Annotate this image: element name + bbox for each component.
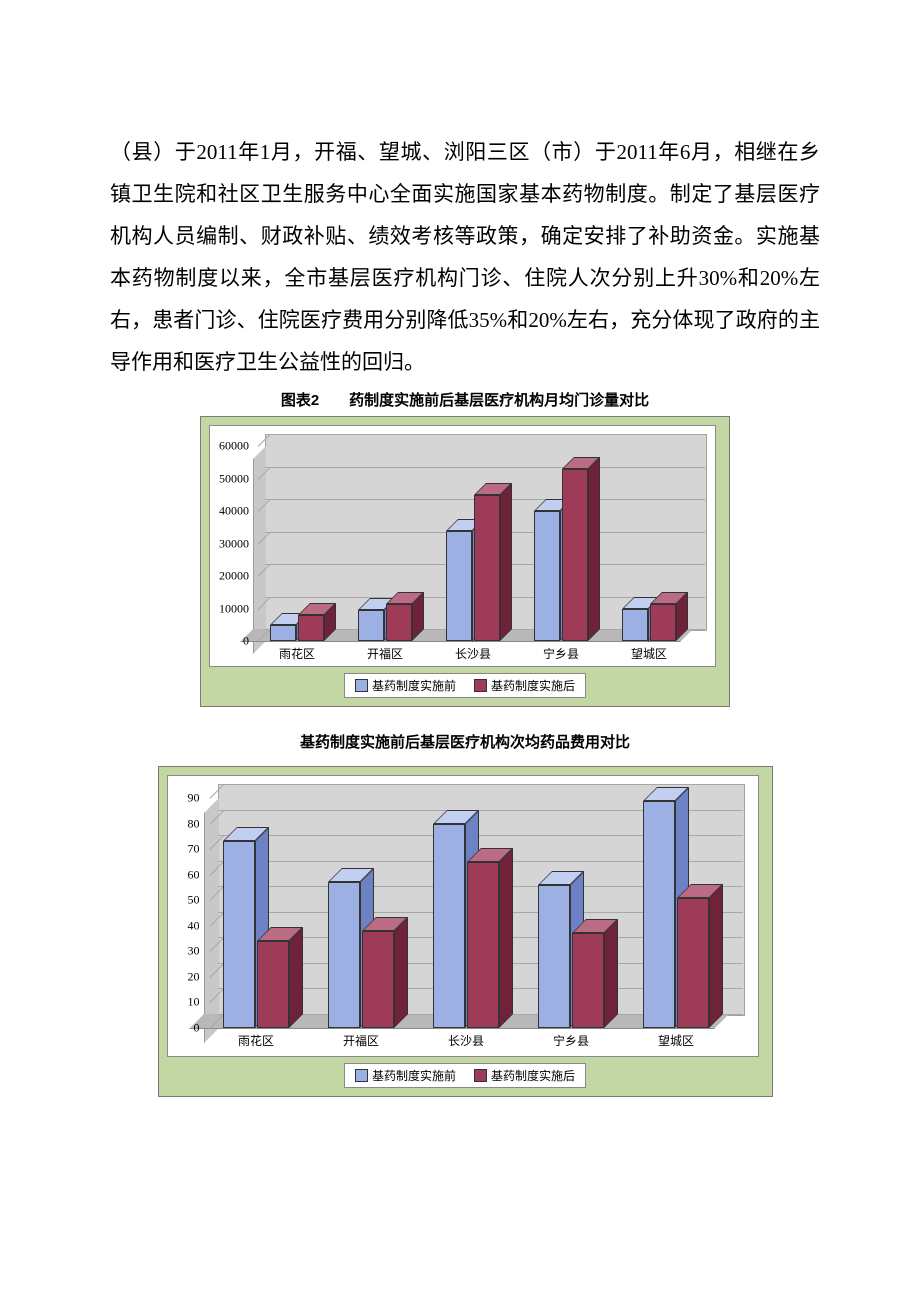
bar <box>433 824 465 1028</box>
x-tick-label: 雨花区 <box>238 1032 274 1049</box>
bar <box>358 610 384 641</box>
bar <box>538 885 570 1028</box>
bar <box>650 604 676 641</box>
bar <box>386 604 412 641</box>
y-tick-label: 0 <box>168 1021 200 1036</box>
bar <box>562 469 588 641</box>
y-tick-label: 50000 <box>210 471 249 486</box>
bar <box>643 801 675 1028</box>
chart1-frame: 0 10000 20000 30000 40000 50000 60000 雨花区 开福区 长沙县… <box>200 416 730 707</box>
x-tick-label: 望城区 <box>631 645 667 662</box>
bar <box>257 941 289 1028</box>
chart1-legend: 基药制度实施前 基药制度实施后 <box>344 673 586 698</box>
legend-s2b: 基药制度实施后 <box>491 1067 575 1084</box>
x-tick-label: 雨花区 <box>279 645 315 662</box>
bar <box>446 531 472 642</box>
bar <box>467 862 499 1028</box>
y-tick-label: 60000 <box>210 439 249 454</box>
bar <box>622 609 648 642</box>
body-paragraph: （县）于2011年1月，开福、望城、浏阳三区（市）于2011年6月，相继在乡镇卫… <box>110 131 820 383</box>
chart2-frame: 0 10 20 30 40 50 60 70 80 90 雨花区 开福区 长沙县 宁乡县 望城区 基药制度实… <box>158 766 773 1097</box>
x-tick-label: 宁乡县 <box>543 645 579 662</box>
y-tick-label: 20000 <box>210 569 249 584</box>
x-tick-label: 开福区 <box>343 1032 379 1049</box>
bar <box>677 898 709 1028</box>
bar <box>270 625 296 641</box>
y-tick-label: 90 <box>168 791 200 806</box>
y-tick-label: 10000 <box>210 601 249 616</box>
y-tick-label: 40 <box>168 918 200 933</box>
y-tick-label: 30000 <box>210 536 249 551</box>
bar <box>572 933 604 1028</box>
y-tick-label: 70 <box>168 842 200 857</box>
chart1-plot: 0 10000 20000 30000 40000 50000 60000 雨花区 开福区 长沙县… <box>209 425 716 667</box>
y-tick-label: 80 <box>168 816 200 831</box>
bar <box>362 931 394 1028</box>
y-tick-label: 20 <box>168 969 200 984</box>
bar <box>474 495 500 641</box>
bar <box>328 882 360 1028</box>
y-tick-label: 10 <box>168 995 200 1010</box>
x-tick-label: 望城区 <box>658 1032 694 1049</box>
chart1-title: 图表2 药制度实施前后基层医疗机构月均门诊量对比 <box>110 389 820 410</box>
y-tick-label: 0 <box>210 634 249 649</box>
x-tick-label: 长沙县 <box>455 645 491 662</box>
x-tick-label: 开福区 <box>367 645 403 662</box>
y-tick-label: 30 <box>168 944 200 959</box>
y-tick-label: 60 <box>168 867 200 882</box>
y-tick-label: 50 <box>168 893 200 908</box>
chart2-title: 基药制度实施前后基层医疗机构次均药品费用对比 <box>110 731 820 752</box>
x-tick-label: 宁乡县 <box>553 1032 589 1049</box>
legend-s1: 基药制度实施前 <box>372 677 456 694</box>
y-tick-label: 40000 <box>210 504 249 519</box>
bar <box>298 615 324 641</box>
legend-s1b: 基药制度实施前 <box>372 1067 456 1084</box>
legend-s2: 基药制度实施后 <box>491 677 575 694</box>
bar <box>223 841 255 1028</box>
chart2-plot: 0 10 20 30 40 50 60 70 80 90 雨花区 开福区 长沙县 宁乡县 望城区 <box>167 775 759 1057</box>
bar <box>534 511 560 641</box>
x-tick-label: 长沙县 <box>448 1032 484 1049</box>
chart2-legend: 基药制度实施前 基药制度实施后 <box>344 1063 586 1088</box>
